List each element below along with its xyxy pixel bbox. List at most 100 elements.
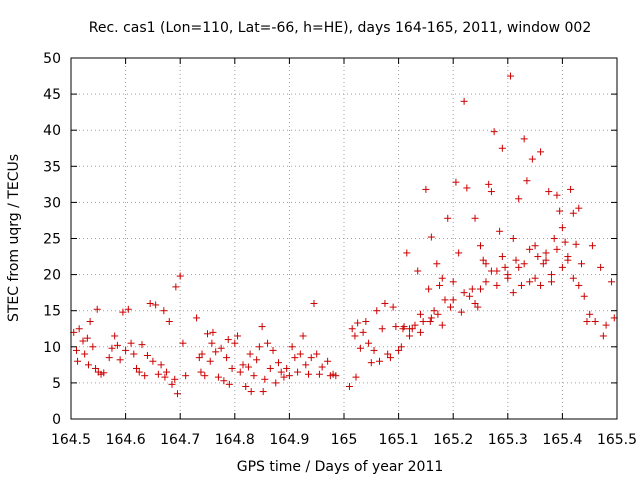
data-point xyxy=(482,278,490,286)
data-point xyxy=(477,285,484,293)
data-point xyxy=(124,305,132,313)
data-point xyxy=(266,364,274,372)
data-point xyxy=(591,318,599,326)
data-point xyxy=(419,318,427,326)
grid-lines xyxy=(71,58,617,419)
data-point xyxy=(138,341,146,349)
data-point xyxy=(228,364,236,372)
data-point xyxy=(575,204,583,212)
data-point xyxy=(253,356,261,364)
data-point xyxy=(280,373,288,381)
y-tick-label: 20 xyxy=(43,268,61,284)
data-point xyxy=(172,283,180,291)
y-tick-label: 0 xyxy=(52,412,61,428)
data-point xyxy=(206,357,214,365)
data-point xyxy=(446,303,454,311)
data-point xyxy=(356,344,364,352)
data-point xyxy=(89,343,97,351)
data-point xyxy=(515,195,523,203)
data-point xyxy=(212,348,220,356)
data-point xyxy=(572,240,580,248)
data-point xyxy=(130,350,138,358)
data-point xyxy=(386,354,394,362)
data-point xyxy=(143,351,151,359)
data-point xyxy=(127,339,135,347)
data-point xyxy=(92,364,100,372)
data-point xyxy=(395,346,403,354)
data-point xyxy=(305,370,313,378)
data-point xyxy=(507,72,515,80)
data-point xyxy=(588,242,596,250)
data-point xyxy=(608,278,616,286)
data-point xyxy=(79,337,87,345)
data-point xyxy=(209,328,217,336)
data-point xyxy=(550,235,558,242)
data-point xyxy=(558,263,566,271)
data-point xyxy=(580,292,588,300)
data-point xyxy=(416,310,424,318)
data-point xyxy=(197,368,205,376)
data-point xyxy=(75,325,83,333)
data-point xyxy=(444,214,452,222)
data-point xyxy=(433,260,441,268)
data-point xyxy=(509,289,517,297)
x-tick-label: 165.2 xyxy=(433,432,473,448)
data-point xyxy=(351,332,359,340)
data-point xyxy=(438,274,446,282)
data-point xyxy=(310,299,318,307)
data-point xyxy=(547,271,555,279)
data-point xyxy=(193,314,201,322)
data-point xyxy=(528,155,536,163)
data-point xyxy=(569,209,577,217)
data-point xyxy=(416,328,424,336)
data-point xyxy=(547,278,555,286)
data-point xyxy=(362,318,370,326)
data-point xyxy=(397,343,405,351)
data-point xyxy=(455,249,463,257)
data-point xyxy=(542,256,550,264)
data-point xyxy=(255,343,263,351)
data-point xyxy=(468,285,476,293)
data-point xyxy=(179,339,187,347)
data-point xyxy=(244,363,252,371)
data-point xyxy=(72,346,80,354)
data-point xyxy=(520,135,528,143)
data-point xyxy=(539,260,547,268)
data-point xyxy=(161,373,169,381)
data-point xyxy=(537,148,545,156)
data-point xyxy=(485,180,493,188)
data-point xyxy=(531,242,539,250)
data-point xyxy=(365,339,373,347)
x-tick-label: 164.8 xyxy=(215,432,255,448)
x-tick-label: 164.7 xyxy=(160,432,200,448)
x-tick-label: 164.5 xyxy=(51,432,91,448)
data-point xyxy=(578,260,586,268)
data-point xyxy=(389,303,397,311)
data-point xyxy=(501,263,509,271)
data-point xyxy=(182,372,190,380)
data-point xyxy=(438,321,446,329)
data-point xyxy=(515,263,523,271)
data-point xyxy=(403,249,411,257)
data-point xyxy=(597,263,605,271)
y-tick-label: 35 xyxy=(43,159,61,175)
data-point xyxy=(556,207,564,215)
data-point xyxy=(457,308,465,316)
data-point xyxy=(449,296,457,304)
data-point xyxy=(223,354,231,362)
data-points xyxy=(70,72,618,398)
data-point xyxy=(564,253,572,261)
data-point xyxy=(294,368,302,376)
data-point xyxy=(283,364,291,372)
data-point xyxy=(168,380,176,388)
data-point xyxy=(512,256,520,264)
data-point xyxy=(586,310,594,318)
data-point xyxy=(517,281,525,289)
y-tick-label: 50 xyxy=(43,51,61,67)
x-tick-label: 165 xyxy=(331,432,358,448)
data-point xyxy=(460,289,468,297)
x-tick-labels: 164.5 164.6 164.7 164.8 164.9 165 165.1 165.2 16… xyxy=(51,432,637,448)
data-point xyxy=(307,354,315,362)
data-point xyxy=(201,372,209,380)
data-point xyxy=(165,318,173,326)
